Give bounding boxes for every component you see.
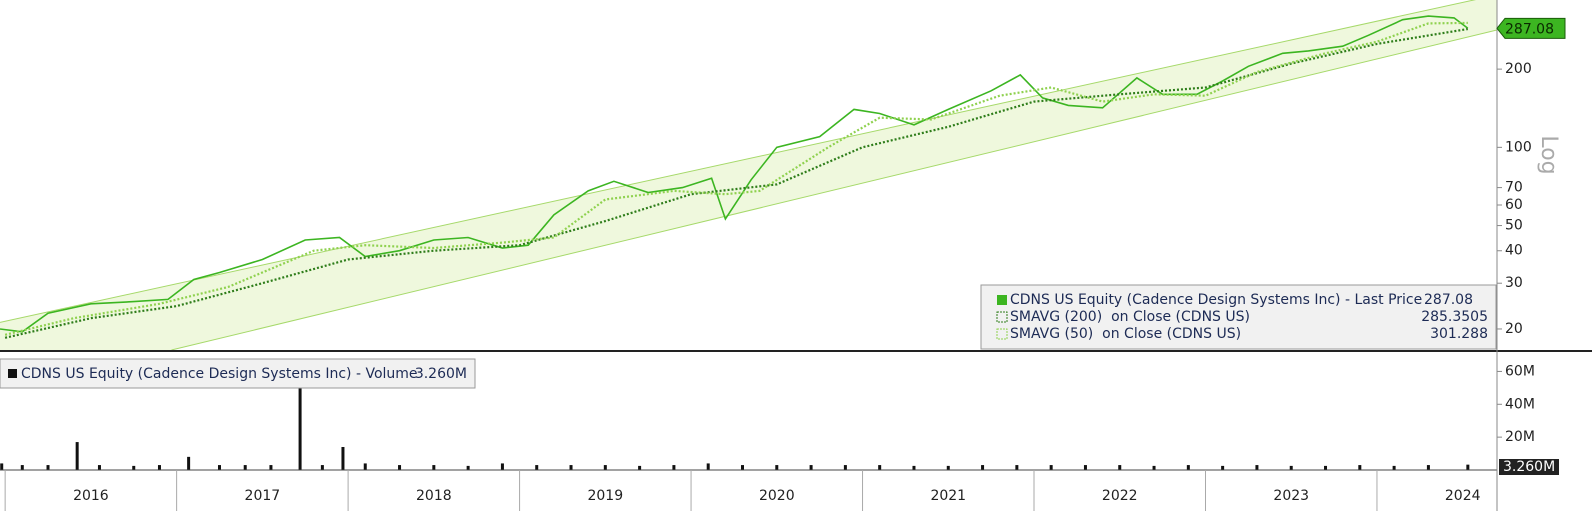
legend-swatch (996, 311, 1008, 323)
y-tick-label: 30 (1505, 275, 1523, 291)
volume-bar (75, 442, 79, 470)
volume-bar (320, 465, 324, 470)
volume-plot (0, 379, 1470, 470)
volume-bar (1255, 465, 1259, 470)
volume-bar (1289, 465, 1293, 470)
legend-label: SMAVG (200) on Close (CDNS US) (1010, 309, 1250, 325)
volume-bar (912, 465, 916, 470)
x-tick-label: 2019 (587, 488, 623, 504)
volume-bar (20, 465, 24, 470)
legend-value: 285.3505 (1421, 309, 1488, 325)
x-tick-label: 2021 (930, 488, 966, 504)
volume-bar (466, 465, 470, 470)
volume-bar (298, 379, 302, 470)
volume-bar (1186, 465, 1190, 470)
volume-bar (1466, 464, 1470, 470)
legend-value: 287.08 (1424, 292, 1473, 308)
volume-bar (243, 465, 247, 470)
volume-bar (363, 463, 367, 470)
y-tick-label: 40 (1505, 243, 1523, 259)
legend-swatch (997, 295, 1007, 305)
volume-bar (775, 465, 779, 470)
volume-bar (946, 465, 950, 470)
volume-bar (500, 463, 504, 470)
legend-label: CDNS US Equity (Cadence Design Systems I… (1010, 292, 1422, 308)
volume-bar (638, 465, 642, 470)
y-tick-label: 70 (1505, 180, 1523, 196)
volume-bar (1118, 465, 1122, 470)
legend-box (980, 284, 1497, 350)
volume-bar (672, 465, 676, 470)
volume-bar (1049, 465, 1053, 470)
legend-label: SMAVG (50) on Close (CDNS US) (1010, 326, 1241, 342)
volume-bar (1152, 465, 1156, 470)
last-price-label: 287.08 (1505, 21, 1554, 37)
volume-bar (809, 465, 813, 470)
volume-bar (569, 465, 573, 470)
legend-swatch (8, 369, 17, 378)
scale-label: Log (1536, 135, 1561, 174)
y-tick-label: 50 (1505, 218, 1523, 234)
last-price-tag (1496, 17, 1566, 39)
price-plot (0, 0, 1497, 350)
channel-line (0, 0, 1477, 323)
y-tick-label: 200 (1505, 61, 1532, 77)
volume-bar (398, 465, 402, 470)
volume-bar (706, 463, 710, 470)
volume-bar (981, 465, 985, 470)
y-tick-label: 60 (1505, 197, 1523, 213)
volume-bar (1426, 465, 1430, 470)
moving-average (4, 27, 1468, 339)
volume-bar (603, 465, 607, 470)
last-volume-tag (1499, 459, 1559, 475)
x-tick-label: 2018 (416, 488, 452, 504)
y-tick-label: 20 (1505, 321, 1523, 337)
y-tick-label: 20M (1505, 429, 1535, 445)
moving-average (4, 21, 1468, 336)
volume-bar (0, 463, 4, 470)
y-tick-label: 60M (1505, 363, 1535, 379)
volume-bar (1358, 465, 1362, 470)
volume-bar (132, 465, 136, 470)
volume-bar (1015, 465, 1019, 470)
x-tick-label: 2022 (1102, 488, 1138, 504)
legend-value: 301.288 (1430, 326, 1488, 342)
last-volume-label: 3.260M (1503, 459, 1555, 475)
x-tick-label: 2024 (1445, 488, 1481, 504)
volume-bar (1083, 465, 1087, 470)
volume-bar (46, 465, 50, 470)
x-tick-label: 2017 (245, 488, 281, 504)
legend-swatch (996, 328, 1008, 340)
volume-bar (432, 465, 436, 470)
volume-bar (269, 465, 273, 470)
volume-bar (341, 447, 345, 470)
legend-value: 3.260M (415, 366, 467, 382)
volume-bar (97, 465, 101, 470)
volume-bar (1221, 465, 1225, 470)
volume-bar (878, 465, 882, 470)
x-tick-label: 2016 (73, 488, 109, 504)
volume-bar (1392, 465, 1396, 470)
volume-bar (187, 456, 191, 470)
volume-bar (1324, 465, 1328, 470)
x-tick-label: 2023 (1273, 488, 1309, 504)
volume-bar (740, 465, 744, 470)
x-tick-label: 2020 (759, 488, 795, 504)
y-tick-label: 40M (1505, 396, 1535, 412)
channel-line (171, 29, 1497, 350)
price-line (0, 15, 1469, 333)
legend-box (0, 358, 476, 389)
y-tick-label: 100 (1505, 139, 1532, 155)
volume-bar (157, 465, 161, 470)
volume-bar (535, 465, 539, 470)
trend-channel (0, 0, 1497, 350)
legend-label: CDNS US Equity (Cadence Design Systems I… (21, 366, 418, 382)
volume-bar (843, 465, 847, 470)
volume-bar (217, 465, 221, 470)
